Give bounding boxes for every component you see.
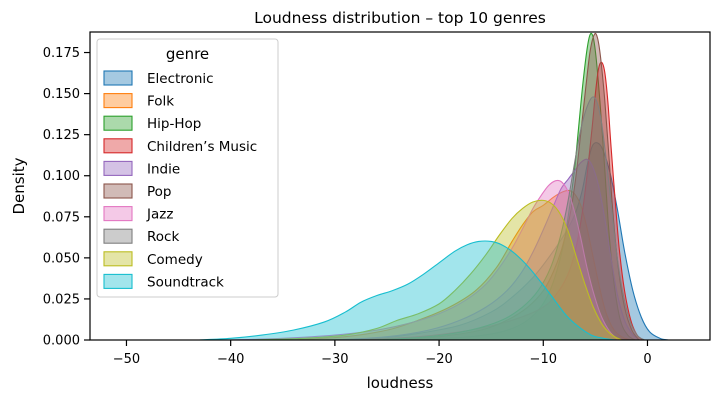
legend-swatch-electronic (103, 70, 133, 86)
x-tick-label: −50 (113, 352, 140, 367)
density-line-folk (293, 189, 631, 341)
y-tick-label: 0.000 (43, 334, 80, 349)
density-line-children-s-music (355, 61, 644, 341)
density-area-soundtrack (199, 241, 617, 340)
legend-swatch-children-s-music (103, 138, 133, 154)
legend: genre Electronic Folk Hip-Hop Children’s Mu… (96, 38, 279, 298)
y-tick-label: 0.125 (43, 128, 80, 143)
x-tick-label: −10 (530, 352, 557, 367)
y-axis-title: Density (10, 157, 28, 214)
x-tick-label: −30 (321, 352, 348, 367)
y-tick-label: 0.075 (43, 210, 80, 225)
density-area-rock (376, 96, 645, 340)
plot-frame (89, 31, 711, 341)
legend-swatch-hip-hop (103, 115, 133, 131)
legend-swatch-jazz (103, 206, 133, 222)
legend-swatch-indie (103, 160, 133, 176)
y-tick-label: 0.175 (43, 46, 80, 61)
y-tick-label: 0.100 (43, 169, 80, 184)
legend-label-pop: Pop (147, 184, 172, 200)
legend-swatch-folk (103, 93, 133, 109)
x-axis-title: loudness (367, 374, 434, 392)
legend-label-hip-hop: Hip-Hop (147, 116, 201, 132)
legend-label-jazz: Jazz (146, 207, 173, 223)
legend-swatch-comedy (103, 251, 133, 267)
legend-label-children-s-music: Children’s Music (147, 139, 257, 155)
legend-frame (96, 38, 279, 298)
x-tick-label: 0 (643, 352, 651, 367)
chart-title: Loudness distribution – top 10 genres (254, 9, 546, 27)
density-line-rock (376, 96, 645, 341)
density-line-hip-hop (418, 32, 636, 341)
density-area-comedy (251, 200, 622, 340)
legend-label-rock: Rock (147, 229, 179, 245)
density-area-folk (293, 190, 631, 340)
legend-label-comedy: Comedy (147, 252, 203, 268)
density-line-electronic (324, 142, 669, 341)
density-areas (199, 32, 669, 341)
y-tick-label: 0.025 (43, 292, 80, 307)
legend-label-indie: Indie (147, 161, 180, 177)
y-tick-label: 0.150 (43, 87, 80, 102)
legend-swatch-rock (103, 228, 133, 244)
legend-items: Electronic Folk Hip-Hop Children’s Music Ind… (103, 70, 257, 290)
axes: −50 −40 −30 −20 −10 0 0.000 0.025 0.050 0.075 0.10… (43, 31, 711, 367)
legend-label-soundtrack: Soundtrack (147, 274, 224, 290)
density-line-soundtrack (199, 240, 617, 341)
legend-swatch-pop (103, 183, 133, 199)
y-tick-label: 0.050 (43, 251, 80, 266)
density-line-jazz (230, 179, 619, 341)
density-area-jazz (230, 180, 619, 340)
x-tick-label: −40 (217, 352, 244, 367)
density-line-indie (334, 158, 640, 341)
x-tick-label: −20 (425, 352, 452, 367)
density-area-children-s-music (355, 62, 644, 340)
legend-swatch-soundtrack (103, 273, 133, 289)
legend-label-electronic: Electronic (147, 71, 214, 87)
legend-label-folk: Folk (147, 94, 174, 110)
density-line-comedy (251, 199, 622, 341)
legend-title: genre (166, 45, 209, 63)
density-area-indie (334, 159, 640, 340)
